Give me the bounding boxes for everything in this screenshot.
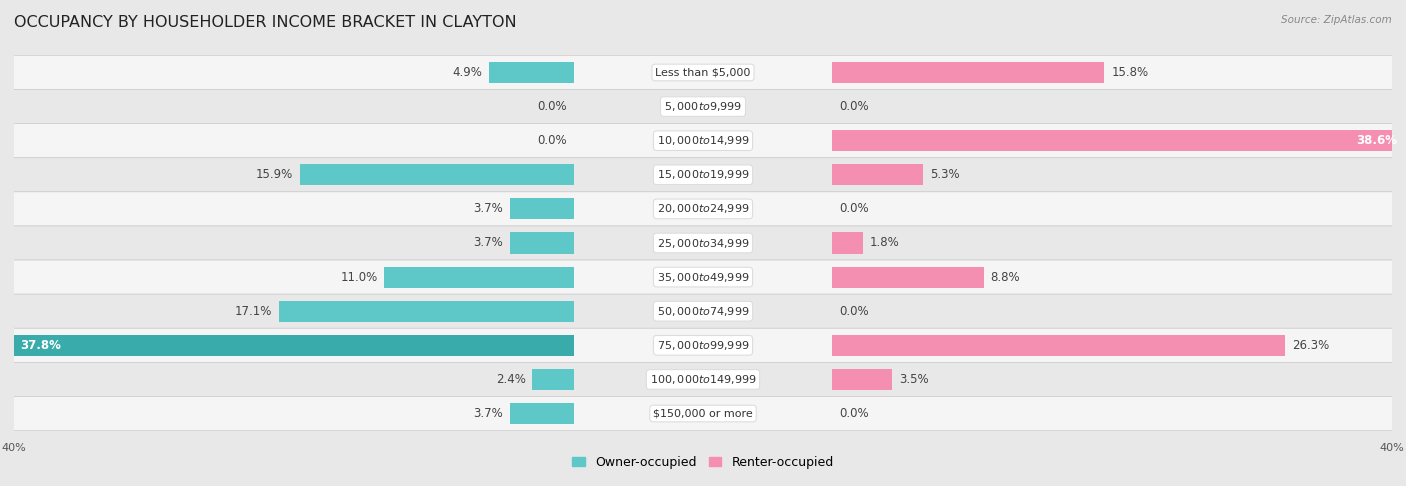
Text: 4.9%: 4.9% — [453, 66, 482, 79]
FancyBboxPatch shape — [0, 397, 1406, 431]
FancyBboxPatch shape — [0, 55, 1406, 89]
Text: 0.0%: 0.0% — [839, 305, 869, 318]
Text: $150,000 or more: $150,000 or more — [654, 409, 752, 418]
Bar — [832, 266, 984, 288]
Bar — [832, 164, 924, 185]
Text: Less than $5,000: Less than $5,000 — [655, 68, 751, 77]
Text: 3.5%: 3.5% — [900, 373, 929, 386]
Legend: Owner-occupied, Renter-occupied: Owner-occupied, Renter-occupied — [568, 451, 838, 474]
Text: 0.0%: 0.0% — [537, 134, 567, 147]
Text: 2.4%: 2.4% — [496, 373, 526, 386]
Bar — [489, 62, 574, 83]
Text: 38.6%: 38.6% — [1357, 134, 1398, 147]
Bar — [832, 232, 863, 254]
FancyBboxPatch shape — [0, 158, 1406, 192]
Bar — [832, 130, 1406, 151]
Text: 3.7%: 3.7% — [474, 407, 503, 420]
Text: 0.0%: 0.0% — [839, 100, 869, 113]
Text: $75,000 to $99,999: $75,000 to $99,999 — [657, 339, 749, 352]
Text: 8.8%: 8.8% — [991, 271, 1021, 284]
Bar — [533, 369, 574, 390]
Bar — [510, 198, 574, 220]
Text: $50,000 to $74,999: $50,000 to $74,999 — [657, 305, 749, 318]
Text: $15,000 to $19,999: $15,000 to $19,999 — [657, 168, 749, 181]
Text: 0.0%: 0.0% — [839, 407, 869, 420]
FancyBboxPatch shape — [0, 89, 1406, 123]
FancyBboxPatch shape — [0, 226, 1406, 260]
Bar — [510, 403, 574, 424]
Text: 26.3%: 26.3% — [1292, 339, 1329, 352]
Text: 15.8%: 15.8% — [1111, 66, 1149, 79]
Text: $10,000 to $14,999: $10,000 to $14,999 — [657, 134, 749, 147]
Bar — [0, 335, 574, 356]
Text: $25,000 to $34,999: $25,000 to $34,999 — [657, 237, 749, 249]
Text: 1.8%: 1.8% — [870, 237, 900, 249]
Text: $35,000 to $49,999: $35,000 to $49,999 — [657, 271, 749, 284]
FancyBboxPatch shape — [0, 192, 1406, 226]
Text: 0.0%: 0.0% — [839, 202, 869, 215]
FancyBboxPatch shape — [0, 123, 1406, 158]
Text: 17.1%: 17.1% — [235, 305, 273, 318]
FancyBboxPatch shape — [0, 328, 1406, 363]
Text: 0.0%: 0.0% — [537, 100, 567, 113]
Bar — [832, 335, 1285, 356]
FancyBboxPatch shape — [0, 363, 1406, 397]
Text: OCCUPANCY BY HOUSEHOLDER INCOME BRACKET IN CLAYTON: OCCUPANCY BY HOUSEHOLDER INCOME BRACKET … — [14, 15, 516, 30]
Text: 5.3%: 5.3% — [931, 168, 960, 181]
Text: $100,000 to $149,999: $100,000 to $149,999 — [650, 373, 756, 386]
Bar — [384, 266, 574, 288]
Text: 15.9%: 15.9% — [256, 168, 292, 181]
Text: 11.0%: 11.0% — [340, 271, 377, 284]
FancyBboxPatch shape — [0, 294, 1406, 328]
FancyBboxPatch shape — [0, 260, 1406, 294]
Text: $5,000 to $9,999: $5,000 to $9,999 — [664, 100, 742, 113]
Bar — [299, 164, 574, 185]
Bar — [510, 232, 574, 254]
Text: 3.7%: 3.7% — [474, 202, 503, 215]
Text: Source: ZipAtlas.com: Source: ZipAtlas.com — [1281, 15, 1392, 25]
Text: 3.7%: 3.7% — [474, 237, 503, 249]
Text: $20,000 to $24,999: $20,000 to $24,999 — [657, 202, 749, 215]
Bar — [832, 62, 1104, 83]
Bar — [280, 301, 574, 322]
Text: 37.8%: 37.8% — [21, 339, 62, 352]
Bar — [832, 369, 893, 390]
